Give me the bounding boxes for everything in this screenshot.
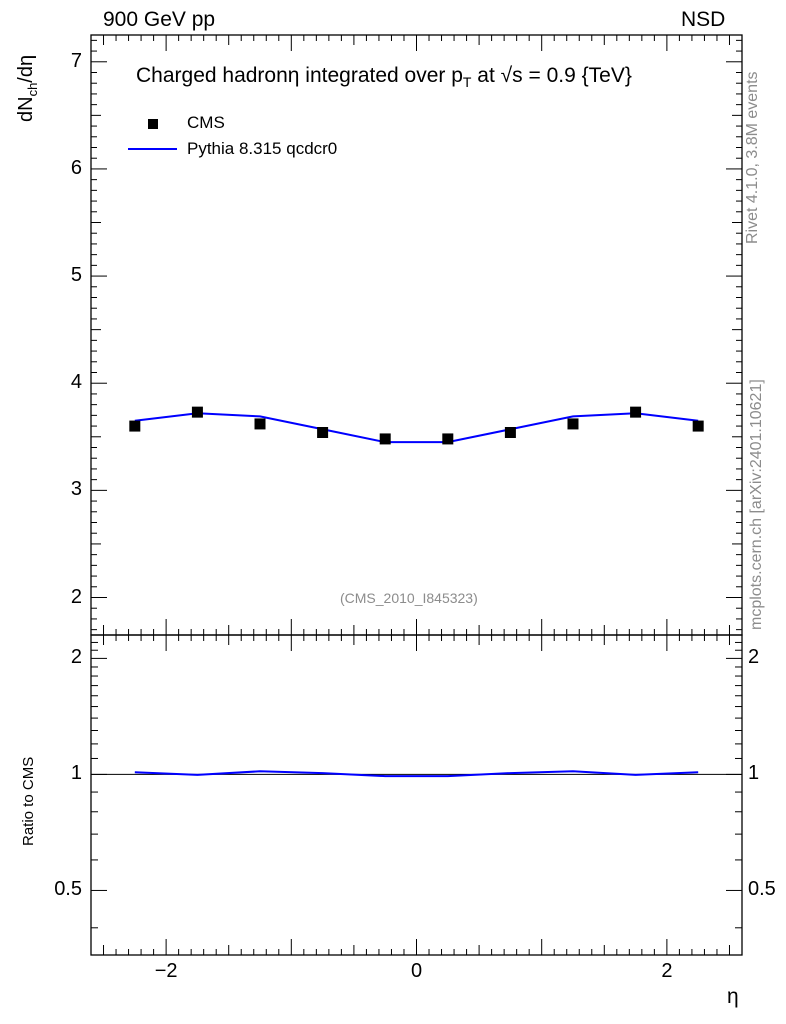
y-tick-label: 4	[70, 371, 82, 394]
x-tick-label: 2	[661, 960, 673, 982]
cms-data-point	[317, 427, 329, 438]
y-tick-label: 7	[70, 49, 82, 72]
cms-data-point	[630, 406, 642, 418]
cms-data-point	[129, 420, 141, 432]
chart-title-main: Charged hadronη integrated over p	[136, 64, 463, 87]
ratio-y-tick-label-right: 1	[748, 762, 760, 785]
cms-data-point	[692, 420, 704, 432]
cms-data-point	[191, 406, 203, 418]
y-axis-title-sub: ch	[25, 82, 40, 97]
y-tick-label: 5	[70, 264, 82, 287]
x-tick-label: −2	[154, 960, 178, 982]
cms-data-point	[504, 427, 516, 438]
y-axis-title-main: dN	[15, 96, 37, 122]
legend-pythia-label: Pythia 8.315 qcdcr0	[187, 139, 338, 158]
cms-data-point	[567, 418, 579, 430]
ratio-frame	[90, 634, 743, 956]
y-tick-label: 6	[70, 156, 82, 179]
chart-title-sub: T	[462, 74, 472, 91]
cms-data-point	[254, 418, 266, 430]
header-left-label: 900 GeV pp	[103, 8, 216, 31]
cms-data-point	[442, 433, 454, 445]
legend-cms-label: CMS	[187, 113, 225, 132]
y-tick-label: 2	[70, 585, 82, 608]
ratio-y-tick-label-left: 2	[70, 646, 82, 669]
analysis-watermark: (CMS_2010_I845323)	[340, 590, 478, 606]
ratio-y-tick-label-left: 1	[70, 762, 82, 785]
axis-ticks	[90, 35, 743, 955]
x-axis-title: η	[727, 985, 739, 1008]
mcplots-label: mcplots.cern.ch [arXiv:2401.10621]	[748, 379, 765, 630]
ratio-series-line	[134, 770, 699, 778]
pythia-series-line	[134, 412, 699, 444]
ratio-y-tick-label-right: 2	[748, 646, 760, 669]
legend-cms-marker	[148, 119, 158, 129]
rivet-version-label: Rivet 4.1.0, 3.8M events	[744, 71, 761, 244]
y-tick-label: 3	[70, 478, 82, 501]
plot-marks	[129, 406, 704, 778]
chart-title: Charged hadronη integrated over pT at √s…	[136, 64, 632, 90]
ratio-y-tick-label-left: 0.5	[54, 878, 82, 901]
ratio-y-tick-label-right: 0.5	[748, 878, 776, 901]
chart-title-tail: at √s = 0.9 {TeV}	[471, 64, 632, 87]
cms-data-point	[379, 433, 391, 445]
x-tick-label: 0	[410, 960, 423, 982]
header-right-label: NSD	[681, 8, 726, 31]
